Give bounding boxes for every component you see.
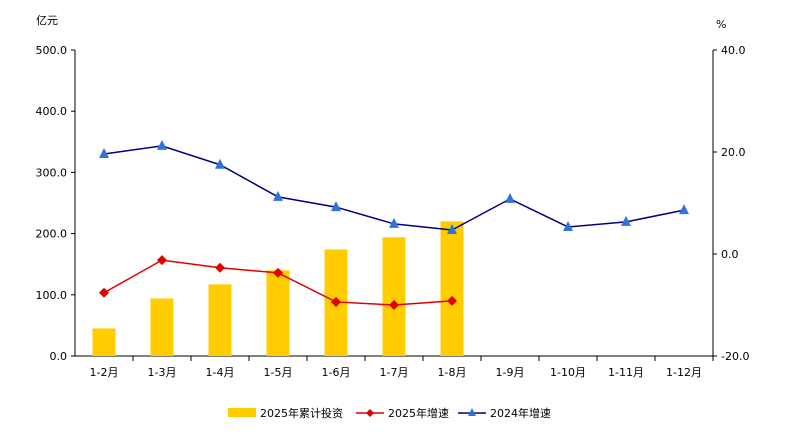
point-diamond bbox=[273, 267, 283, 278]
point-diamond bbox=[215, 262, 225, 273]
legend-diamond-icon bbox=[366, 409, 374, 417]
line-triangle bbox=[103, 145, 685, 231]
right-tick-label: 0.0 bbox=[721, 248, 739, 261]
left-unit-label: 亿元 bbox=[36, 14, 58, 27]
point-triangle bbox=[215, 158, 225, 169]
x-tick-label: 1-9月 bbox=[496, 366, 525, 379]
bar-2025 bbox=[266, 270, 290, 356]
point-diamond bbox=[99, 287, 109, 298]
point-triangle bbox=[273, 190, 283, 201]
x-tick-label: 1-4月 bbox=[206, 366, 235, 379]
bar-2025 bbox=[382, 237, 406, 356]
legend-label: 2025年累计投资 bbox=[260, 406, 343, 420]
bar-2025 bbox=[150, 298, 174, 356]
right-tick-label: 20.0 bbox=[721, 146, 746, 159]
right-tick-label: -20.0 bbox=[721, 350, 749, 363]
left-tick-label: 100.0 bbox=[36, 289, 68, 302]
right-unit-label: % bbox=[716, 18, 726, 31]
x-tick-label: 1-7月 bbox=[380, 366, 409, 379]
point-triangle bbox=[331, 201, 341, 212]
point-diamond bbox=[331, 296, 341, 307]
x-tick-label: 1-3月 bbox=[148, 366, 177, 379]
x-tick-label: 1-10月 bbox=[550, 366, 586, 379]
legend-label: 2025年增速 bbox=[388, 406, 449, 420]
legend-label: 2024年增速 bbox=[490, 406, 551, 420]
legend-swatch-bar bbox=[228, 408, 256, 417]
x-tick-label: 1-5月 bbox=[264, 366, 293, 379]
point-triangle bbox=[679, 204, 689, 215]
x-tick-label: 1-12月 bbox=[666, 366, 702, 379]
x-tick-label: 1-8月 bbox=[438, 366, 467, 379]
point-triangle bbox=[563, 220, 573, 231]
bar-2025 bbox=[92, 328, 116, 356]
point-diamond bbox=[447, 295, 457, 306]
left-tick-label: 0.0 bbox=[50, 350, 68, 363]
point-triangle bbox=[99, 148, 109, 159]
x-tick-label: 1-11月 bbox=[608, 366, 644, 379]
bar-2025 bbox=[440, 221, 464, 356]
bar-2025 bbox=[208, 284, 232, 356]
point-triangle bbox=[447, 224, 457, 235]
left-tick-label: 200.0 bbox=[36, 228, 68, 241]
legend-triangle-icon bbox=[468, 408, 476, 416]
point-triangle bbox=[621, 215, 631, 226]
point-diamond bbox=[389, 300, 399, 310]
point-diamond bbox=[157, 255, 167, 266]
point-triangle bbox=[389, 217, 399, 228]
left-tick-label: 400.0 bbox=[36, 105, 68, 118]
x-tick-label: 1-6月 bbox=[322, 366, 351, 379]
point-triangle bbox=[157, 139, 167, 150]
left-tick-label: 300.0 bbox=[36, 166, 68, 179]
x-tick-label: 1-2月 bbox=[90, 366, 119, 379]
left-tick-label: 500.0 bbox=[36, 44, 68, 57]
point-triangle bbox=[505, 192, 515, 203]
right-tick-label: 40.0 bbox=[721, 44, 746, 57]
